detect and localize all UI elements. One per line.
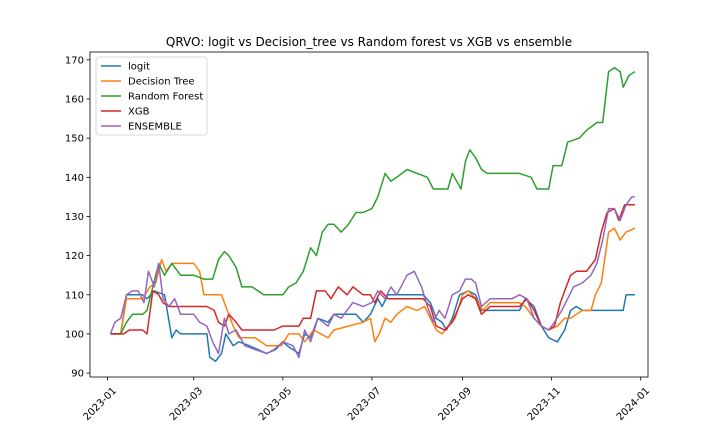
chart-title: QRVO: logit vs Decision_tree vs Random f… xyxy=(166,35,572,49)
x-tick-label: 2023-09 xyxy=(437,386,474,423)
y-tick-label: 150 xyxy=(65,134,84,145)
series-line-xgb xyxy=(110,203,635,335)
y-tick-label: 110 xyxy=(65,290,84,301)
y-tick-label: 170 xyxy=(65,55,84,66)
y-axis: 90 100 110 120 130 140 150 160 170 xyxy=(65,55,90,380)
x-tick-label: 2023-07 xyxy=(346,386,383,423)
legend: logit Decision Tree Random Forest XGB ENSEMB… xyxy=(95,56,208,136)
series-line-decision-tree xyxy=(110,227,636,347)
legend-label: XGB xyxy=(128,107,150,118)
x-tick-label: 2023-03 xyxy=(168,386,205,423)
y-tick-label: 140 xyxy=(65,173,84,184)
x-axis: 2023-01 2023-03 2023-05 2023-07 2023-09 2023-… xyxy=(82,377,652,423)
legend-box xyxy=(95,56,208,136)
x-tick-label: 2023-05 xyxy=(257,386,294,423)
y-tick-label: 100 xyxy=(65,329,84,340)
plot-frame xyxy=(89,51,649,378)
y-tick-label: 160 xyxy=(65,94,84,105)
y-tick-label: 90 xyxy=(71,369,84,380)
legend-label: ENSEMBLE xyxy=(128,122,182,133)
x-tick-label: 2024-01 xyxy=(615,386,652,423)
series-line-ensemble xyxy=(109,196,635,359)
y-tick-label: 130 xyxy=(65,212,84,223)
legend-label: Decision Tree xyxy=(128,77,195,88)
legend-label: logit xyxy=(128,62,150,73)
y-tick-label: 120 xyxy=(65,251,84,262)
x-tick-label: 2023-11 xyxy=(526,386,563,423)
series-layer xyxy=(109,66,636,363)
series-line-logit xyxy=(110,290,635,363)
legend-label: Random Forest xyxy=(128,92,203,103)
series-line-random-forest xyxy=(110,66,636,335)
x-tick-label: 2023-01 xyxy=(82,386,119,423)
